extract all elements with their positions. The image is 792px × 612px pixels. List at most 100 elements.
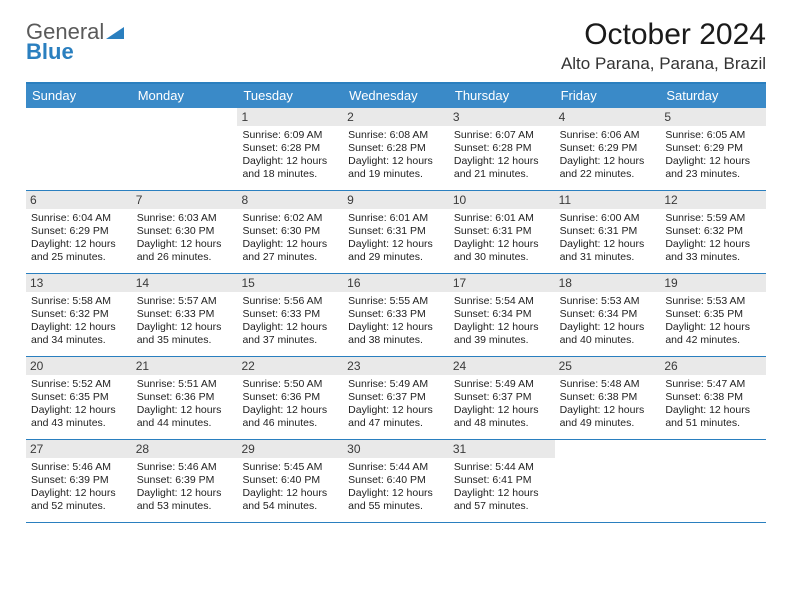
sunrise-text: Sunrise: 5:47 AM [665,378,761,391]
day-cell: 23Sunrise: 5:49 AMSunset: 6:37 PMDayligh… [343,357,449,439]
daylight-text: Daylight: 12 hours [137,238,233,251]
sunrise-text: Sunrise: 6:06 AM [560,129,656,142]
day-cell: 15Sunrise: 5:56 AMSunset: 6:33 PMDayligh… [237,274,343,356]
daylight-text: and 34 minutes. [31,334,127,347]
sunset-text: Sunset: 6:34 PM [454,308,550,321]
daylight-text: Daylight: 12 hours [31,404,127,417]
sunset-text: Sunset: 6:34 PM [560,308,656,321]
week-row: 13Sunrise: 5:58 AMSunset: 6:32 PMDayligh… [26,274,766,357]
sunset-text: Sunset: 6:31 PM [454,225,550,238]
sunset-text: Sunset: 6:38 PM [560,391,656,404]
sunrise-text: Sunrise: 5:58 AM [31,295,127,308]
week-row: 1Sunrise: 6:09 AMSunset: 6:28 PMDaylight… [26,108,766,191]
sunset-text: Sunset: 6:32 PM [31,308,127,321]
sunset-text: Sunset: 6:35 PM [31,391,127,404]
day-cell [26,108,132,190]
daylight-text: and 44 minutes. [137,417,233,430]
sunrise-text: Sunrise: 6:09 AM [242,129,338,142]
daylight-text: Daylight: 12 hours [665,238,761,251]
title-block: October 2024 Alto Parana, Parana, Brazil [561,18,766,74]
day-cell: 10Sunrise: 6:01 AMSunset: 6:31 PMDayligh… [449,191,555,273]
day-number: 24 [449,357,555,375]
sunrise-text: Sunrise: 5:46 AM [31,461,127,474]
sunset-text: Sunset: 6:39 PM [137,474,233,487]
day-cell: 17Sunrise: 5:54 AMSunset: 6:34 PMDayligh… [449,274,555,356]
sunrise-text: Sunrise: 5:51 AM [137,378,233,391]
sunset-text: Sunset: 6:38 PM [665,391,761,404]
daylight-text: and 42 minutes. [665,334,761,347]
day-number: 28 [132,440,238,458]
day-number: 12 [660,191,766,209]
daylight-text: and 21 minutes. [454,168,550,181]
sunset-text: Sunset: 6:31 PM [560,225,656,238]
day-cell: 11Sunrise: 6:00 AMSunset: 6:31 PMDayligh… [555,191,661,273]
daylight-text: Daylight: 12 hours [137,404,233,417]
day-number: 8 [237,191,343,209]
day-cell: 5 Sunrise: 6:05 AMSunset: 6:29 PMDaylight… [660,108,766,190]
daylight-text: Daylight: 12 hours [560,321,656,334]
sunrise-text: Sunrise: 5:56 AM [242,295,338,308]
daylight-text: and 38 minutes. [348,334,444,347]
day-cell: 27Sunrise: 5:46 AMSunset: 6:39 PMDayligh… [26,440,132,522]
sunset-text: Sunset: 6:29 PM [665,142,761,155]
sunset-text: Sunset: 6:40 PM [242,474,338,487]
day-header: Sunday [26,84,132,108]
weeks-container: 1Sunrise: 6:09 AMSunset: 6:28 PMDaylight… [26,108,766,523]
day-cell: 14Sunrise: 5:57 AMSunset: 6:33 PMDayligh… [132,274,238,356]
sunrise-text: Sunrise: 6:03 AM [137,212,233,225]
day-number: 15 [237,274,343,292]
daylight-text: Daylight: 12 hours [242,238,338,251]
triangle-icon [106,22,124,42]
daylight-text: and 52 minutes. [31,500,127,513]
daylight-text: and 39 minutes. [454,334,550,347]
daylight-text: and 46 minutes. [242,417,338,430]
daylight-text: and 26 minutes. [137,251,233,264]
day-number: 9 [343,191,449,209]
day-number: 5 [660,108,766,126]
day-cell: 31Sunrise: 5:44 AMSunset: 6:41 PMDayligh… [449,440,555,522]
day-number: 20 [26,357,132,375]
day-cell [660,440,766,522]
sunrise-text: Sunrise: 5:59 AM [665,212,761,225]
sunset-text: Sunset: 6:31 PM [348,225,444,238]
sunrise-text: Sunrise: 5:50 AM [242,378,338,391]
daylight-text: Daylight: 12 hours [665,404,761,417]
day-number: 2 [343,108,449,126]
day-number: 4 [555,108,661,126]
header: General Blue October 2024 Alto Parana, P… [26,18,766,74]
page-title: October 2024 [561,18,766,52]
day-cell: 21Sunrise: 5:51 AMSunset: 6:36 PMDayligh… [132,357,238,439]
daylight-text: Daylight: 12 hours [31,487,127,500]
sunrise-text: Sunrise: 6:05 AM [665,129,761,142]
sunset-text: Sunset: 6:30 PM [242,225,338,238]
location-text: Alto Parana, Parana, Brazil [561,54,766,74]
sunset-text: Sunset: 6:40 PM [348,474,444,487]
day-cell: 18Sunrise: 5:53 AMSunset: 6:34 PMDayligh… [555,274,661,356]
day-cell: 8Sunrise: 6:02 AMSunset: 6:30 PMDaylight… [237,191,343,273]
day-number: 29 [237,440,343,458]
daylight-text: and 55 minutes. [348,500,444,513]
day-cell [555,440,661,522]
week-row: 27Sunrise: 5:46 AMSunset: 6:39 PMDayligh… [26,440,766,523]
day-header: Thursday [449,84,555,108]
sunrise-text: Sunrise: 5:49 AM [454,378,550,391]
day-cell: 13Sunrise: 5:58 AMSunset: 6:32 PMDayligh… [26,274,132,356]
daylight-text: Daylight: 12 hours [665,321,761,334]
daylight-text: Daylight: 12 hours [348,321,444,334]
day-cell: 6Sunrise: 6:04 AMSunset: 6:29 PMDaylight… [26,191,132,273]
daylight-text: and 54 minutes. [242,500,338,513]
daylight-text: Daylight: 12 hours [560,155,656,168]
daylight-text: Daylight: 12 hours [665,155,761,168]
day-header: Saturday [660,84,766,108]
daylight-text: and 53 minutes. [137,500,233,513]
daylight-text: and 23 minutes. [665,168,761,181]
sunset-text: Sunset: 6:28 PM [348,142,444,155]
day-number: 16 [343,274,449,292]
day-cell: 22Sunrise: 5:50 AMSunset: 6:36 PMDayligh… [237,357,343,439]
daylight-text: Daylight: 12 hours [242,155,338,168]
daylight-text: and 49 minutes. [560,417,656,430]
daylight-text: Daylight: 12 hours [242,321,338,334]
daylight-text: Daylight: 12 hours [454,238,550,251]
sunset-text: Sunset: 6:33 PM [137,308,233,321]
sunrise-text: Sunrise: 5:49 AM [348,378,444,391]
